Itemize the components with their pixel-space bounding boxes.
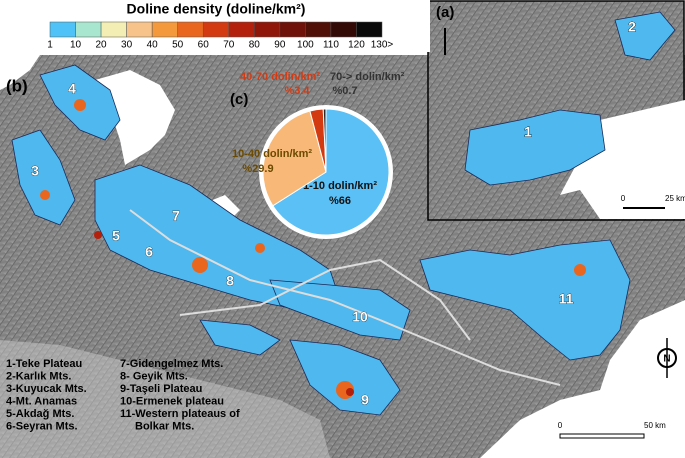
pie-category-label: 40-70 dolin/km² (240, 71, 320, 83)
inset-patch (614, 11, 676, 61)
scale-label: 25 km (665, 194, 685, 203)
color-swatch (49, 21, 76, 38)
key-entry: 2-Karlık Mts. (6, 370, 71, 382)
pie-slice (322, 108, 327, 173)
key-entry: 11-Western plateaus of (120, 408, 240, 420)
region-number: 10 (352, 309, 368, 325)
key-entry: 3-Kuyucak Mts. (6, 383, 87, 395)
color-tick-label: 30 (121, 40, 133, 51)
north-label: N (663, 354, 670, 365)
pie-category-label: 1-10 dolin/km² (303, 180, 377, 192)
key-entry: 4-Mt. Anamas (6, 395, 77, 407)
scale-label: 0 (621, 194, 626, 203)
panel-label: (c) (230, 91, 248, 108)
inset-region-number: 2 (628, 19, 636, 35)
doline-patches (11, 64, 631, 416)
scale-bar (559, 433, 645, 439)
color-tick-label: 50 (172, 40, 184, 51)
boundary (129, 209, 561, 386)
region-number: 8 (226, 273, 234, 289)
color-tick-label: 90 (274, 40, 286, 51)
color-tick-label: 10 (70, 40, 82, 51)
key-entry: 9-Taşeli Plateau (120, 383, 202, 395)
key-entry: 1-Teke Plateau (6, 358, 82, 370)
lake (0, 55, 40, 90)
legend-title: Doline density (doline/km²) (127, 1, 306, 17)
color-tick-label: 130> (371, 40, 394, 51)
key-entry: 6-Seyran Mts. (6, 420, 78, 432)
color-swatch (177, 21, 204, 38)
region-number: 9 (361, 392, 369, 408)
color-swatch (305, 21, 332, 38)
color-tick-label: 110 (323, 40, 339, 51)
key-entry: Bolkar Mts. (135, 420, 194, 432)
inset-patch (464, 109, 606, 186)
key-entry: 8- Geyik Mts. (120, 370, 188, 382)
scale-label: 0 (558, 421, 563, 430)
panel-label: (a) (436, 4, 454, 21)
region-number: 1 (524, 124, 532, 140)
region-number: 3 (31, 163, 39, 179)
color-swatch (330, 21, 357, 38)
color-tick-label: 70 (223, 40, 235, 51)
region-number: 4 (68, 81, 76, 97)
inset-region-number: 1 (524, 124, 532, 140)
color-swatch (228, 21, 255, 38)
sea (480, 300, 685, 458)
color-swatch (202, 21, 230, 38)
key-entry: 5-Akdağ Mts. (6, 408, 74, 420)
region-number: 11 (559, 291, 574, 307)
color-swatch (254, 21, 281, 38)
coast (0, 340, 330, 458)
region-number: 6 (145, 244, 153, 260)
color-tick-label: 1 (47, 40, 53, 51)
color-tick-label: 20 (96, 40, 108, 51)
lake (95, 70, 175, 165)
color-swatch (279, 21, 306, 38)
pie-value-label: %3.4 (284, 85, 310, 97)
pie-slice (262, 110, 327, 207)
color-swatch (126, 21, 153, 38)
pie-value-label: %66 (329, 195, 351, 207)
pie-category-label: 70-> dolin/km² (330, 71, 405, 83)
color-tick-label: 40 (147, 40, 159, 51)
key-entry: 7-Gidengelmez Mts. (120, 358, 223, 370)
color-swatch (356, 21, 383, 38)
inset-sea (560, 100, 685, 219)
color-tick-label: 60 (198, 40, 210, 51)
region-number: 5 (112, 228, 120, 244)
key-entry: 10-Ermenek plateau (120, 395, 224, 407)
color-tick-label: 120 (348, 40, 365, 51)
boundary (179, 258, 471, 341)
color-swatch (151, 21, 178, 38)
pie-category-label: 10-40 dolin/km² (232, 148, 312, 160)
pie-value-label: %0.7 (332, 85, 357, 97)
color-tick-label: 80 (249, 40, 261, 51)
region-number: 2 (628, 19, 636, 35)
color-tick-label: 100 (297, 40, 314, 51)
region-number: 7 (172, 208, 180, 224)
color-swatch (75, 21, 102, 38)
panel-label: (b) (6, 76, 28, 95)
scale-label: 50 km (644, 421, 666, 430)
color-swatch (100, 21, 127, 38)
pie-slice (272, 108, 390, 236)
pie-value-label: %29.9 (242, 163, 273, 175)
